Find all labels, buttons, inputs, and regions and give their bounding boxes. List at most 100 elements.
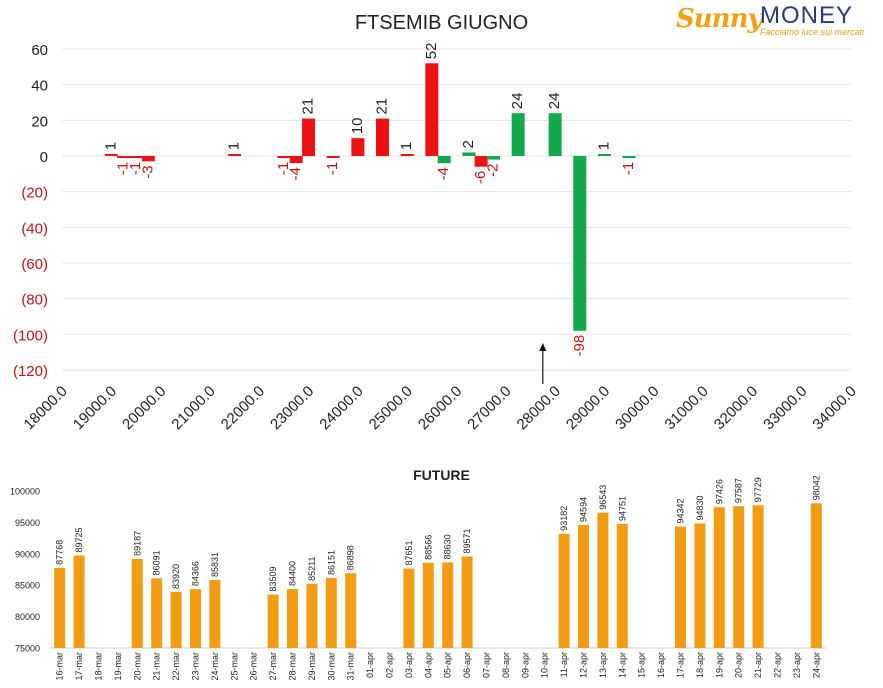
future-bar xyxy=(461,556,473,648)
future-data-label: 84400 xyxy=(288,561,298,586)
future-x-tick-label: 22-mar xyxy=(171,652,181,681)
future-x-tick-label: 31-mar xyxy=(346,652,356,681)
future-bar xyxy=(752,505,764,648)
future-x-tick-label: 20-apr xyxy=(734,652,744,678)
future-data-label: 97729 xyxy=(753,477,763,502)
y-tick-label: (120) xyxy=(13,363,48,380)
future-data-label: 88566 xyxy=(423,535,433,560)
bar xyxy=(425,63,439,156)
future-x-tick-label: 03-apr xyxy=(404,652,414,678)
bar xyxy=(511,113,525,156)
y-tick-label: (80) xyxy=(21,292,48,309)
future-bar xyxy=(675,526,686,648)
future-bar xyxy=(442,562,454,648)
future-x-tick-label: 04-apr xyxy=(423,652,433,678)
future-bar xyxy=(616,523,628,648)
future-data-label: 85211 xyxy=(307,557,317,581)
data-label: 2 xyxy=(460,140,477,148)
data-label: -98 xyxy=(571,335,588,357)
future-data-label: 85831 xyxy=(210,552,220,577)
future-data-label: 89571 xyxy=(462,528,472,553)
data-label: 1 xyxy=(398,142,415,150)
future-x-tick-label: 15-apr xyxy=(637,652,647,678)
data-label: -2 xyxy=(484,164,501,177)
future-data-label: 94594 xyxy=(579,497,589,522)
bar xyxy=(228,154,242,156)
future-data-label: 86091 xyxy=(152,550,162,575)
y-tick-label: (20) xyxy=(21,185,48,202)
future-x-tick-label: 20-mar xyxy=(132,652,142,681)
data-label: -3 xyxy=(139,165,156,178)
bar xyxy=(277,156,291,158)
future-bar xyxy=(694,523,706,648)
future-bar xyxy=(54,567,66,648)
future-chart-title: FUTURE xyxy=(413,467,470,483)
future-y-tick-label: 90000 xyxy=(15,549,40,559)
future-x-tick-label: 28-mar xyxy=(288,652,298,681)
future-x-tick-label: 18-mar xyxy=(94,652,104,681)
y-tick-label: (60) xyxy=(21,256,48,273)
data-label: -4 xyxy=(287,167,304,180)
future-x-tick-label: 19-apr xyxy=(714,652,724,678)
future-bar xyxy=(558,533,570,648)
data-label: -6 xyxy=(472,171,489,184)
strike-bar-chart: 6040200(20)(40)(60)(80)(100)(120)18000.0… xyxy=(13,42,860,433)
bar xyxy=(597,154,611,156)
chart-title: FTSEMIB GIUGNO xyxy=(354,12,529,34)
bar xyxy=(104,154,118,156)
future-x-tick-label: 25-mar xyxy=(229,652,239,681)
future-data-label: 83509 xyxy=(268,567,278,592)
future-x-tick-label: 09-apr xyxy=(520,652,530,678)
future-data-label: 86898 xyxy=(346,545,356,570)
y-tick-label: 0 xyxy=(40,149,48,166)
future-data-label: 98042 xyxy=(811,475,821,500)
future-x-tick-label: 21-mar xyxy=(152,652,162,681)
future-x-tick-label: 14-apr xyxy=(617,652,627,678)
price-marker-arrow xyxy=(539,343,547,351)
future-x-tick-label: 05-apr xyxy=(443,652,453,678)
future-x-tick-label: 27-mar xyxy=(268,652,278,681)
data-label: 1 xyxy=(102,142,119,150)
future-bar xyxy=(345,573,357,648)
bar xyxy=(474,156,488,167)
future-data-label: 84366 xyxy=(191,561,201,586)
bar xyxy=(117,156,131,158)
bar xyxy=(326,156,340,158)
future-data-label: 89187 xyxy=(132,531,142,556)
future-x-tick-label: 23-apr xyxy=(792,652,802,678)
future-bar xyxy=(422,562,434,648)
data-label: 1 xyxy=(226,142,243,150)
sunny-money-logo: Sunny MONEY Facciamo luce sui mercati xyxy=(676,2,876,40)
future-data-label: 83920 xyxy=(171,564,181,589)
data-label: -1 xyxy=(275,162,292,175)
future-bar xyxy=(733,506,745,648)
future-x-tick-label: 30-mar xyxy=(326,652,336,681)
future-bar xyxy=(325,577,337,648)
future-bar xyxy=(810,503,822,648)
y-tick-label: 40 xyxy=(31,78,48,95)
future-x-tick-label: 19-mar xyxy=(113,652,123,681)
future-x-tick-label: 18-apr xyxy=(695,652,705,678)
future-data-label: 88630 xyxy=(443,534,453,559)
future-data-label: 94830 xyxy=(695,495,705,520)
future-bar xyxy=(151,578,163,648)
future-bar xyxy=(170,591,182,648)
future-x-tick-label: 29-mar xyxy=(307,652,317,681)
future-x-tick-label: 01-apr xyxy=(365,652,375,678)
future-x-tick-label: 17-apr xyxy=(676,652,686,678)
logo-money-text: MONEY xyxy=(760,2,854,29)
y-tick-label: (40) xyxy=(21,220,48,237)
data-label: 52 xyxy=(423,43,440,60)
bar xyxy=(486,156,500,160)
future-data-label: 96543 xyxy=(598,485,608,510)
future-y-tick-label: 80000 xyxy=(15,612,40,622)
bar xyxy=(573,156,587,331)
future-bar xyxy=(306,583,318,648)
future-data-label: 94751 xyxy=(617,496,627,521)
data-label: 21 xyxy=(300,98,317,115)
future-bar xyxy=(209,579,221,648)
y-tick-label: (100) xyxy=(13,327,48,344)
future-y-tick-label: 75000 xyxy=(15,644,40,654)
future-x-tick-label: 02-apr xyxy=(385,652,395,678)
